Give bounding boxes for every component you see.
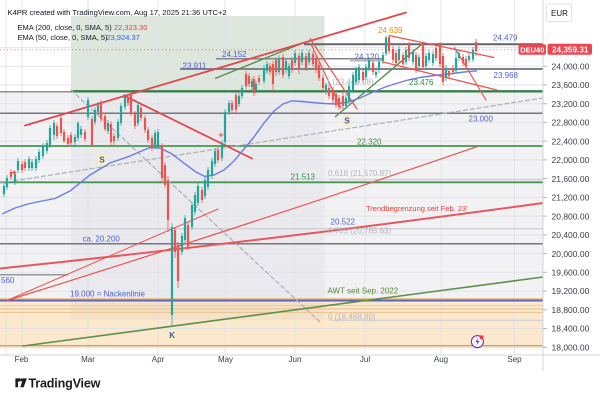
svg-text:24.152: 24.152 bbox=[222, 50, 247, 59]
svg-text:18,400.00: 18,400.00 bbox=[552, 324, 590, 334]
svg-text:23.000: 23.000 bbox=[469, 115, 494, 124]
svg-text:0 (18,488.80): 0 (18,488.80) bbox=[328, 313, 376, 322]
svg-text:0.618 (21,570.87): 0.618 (21,570.87) bbox=[328, 169, 391, 178]
svg-text:May: May bbox=[218, 355, 233, 364]
svg-text:18,000.00: 18,000.00 bbox=[552, 342, 590, 352]
svg-text:22,800.00: 22,800.00 bbox=[552, 118, 590, 128]
svg-text:EUR: EUR bbox=[551, 9, 568, 18]
svg-text:21,600.00: 21,600.00 bbox=[552, 174, 590, 184]
svg-text:23.476: 23.476 bbox=[409, 78, 434, 87]
svg-text:Apr: Apr bbox=[152, 355, 165, 364]
svg-text:1 (23,446.08): 1 (23,446.08) bbox=[326, 78, 374, 87]
svg-text:20,800.00: 20,800.00 bbox=[552, 211, 590, 221]
svg-text:23.911: 23.911 bbox=[183, 62, 207, 71]
svg-text:S: S bbox=[99, 156, 105, 165]
svg-text:Trendbegrenzung seit Feb. 23': Trendbegrenzung seit Feb. 23' bbox=[366, 204, 468, 213]
svg-text:19,200.00: 19,200.00 bbox=[552, 286, 590, 296]
svg-text:EMA (50, close, 0, SMA, 5): EMA (50, close, 0, SMA, 5) bbox=[18, 33, 109, 42]
svg-text:21,200.00: 21,200.00 bbox=[552, 193, 590, 203]
svg-text:19.000 = Nackenlinie: 19.000 = Nackenlinie bbox=[70, 290, 145, 299]
svg-text:23.968: 23.968 bbox=[494, 71, 519, 80]
svg-text:23,924.37: 23,924.37 bbox=[107, 33, 140, 42]
svg-text:23,200.00: 23,200.00 bbox=[552, 99, 590, 109]
svg-text:AWT seit Sep. 2022: AWT seit Sep. 2022 bbox=[328, 287, 399, 296]
svg-text:24,000.00: 24,000.00 bbox=[552, 61, 590, 71]
svg-text:Sep: Sep bbox=[507, 355, 522, 364]
svg-text:K: K bbox=[169, 331, 175, 340]
svg-text:20,400.00: 20,400.00 bbox=[552, 230, 590, 240]
svg-text:19,600.00: 19,600.00 bbox=[552, 267, 590, 277]
svg-text:S: S bbox=[344, 117, 350, 126]
svg-text:22,323.30: 22,323.30 bbox=[114, 23, 147, 32]
svg-text:560: 560 bbox=[1, 276, 15, 285]
svg-text:24.639: 24.639 bbox=[378, 26, 403, 35]
svg-text:22,000.00: 22,000.00 bbox=[552, 155, 590, 165]
svg-text:K4PR created with TradingView.: K4PR created with TradingView.com, Aug 1… bbox=[8, 8, 227, 17]
svg-text:Aug: Aug bbox=[434, 355, 448, 364]
svg-text:EMA (200, close, 0, SMA, 5): EMA (200, close, 0, SMA, 5) bbox=[18, 23, 113, 32]
svg-text:21.513: 21.513 bbox=[291, 173, 316, 182]
svg-text:TradingView: TradingView bbox=[29, 377, 101, 391]
svg-text:23,600.00: 23,600.00 bbox=[552, 80, 590, 90]
svg-text:22,400.00: 22,400.00 bbox=[552, 136, 590, 146]
svg-text:20,000.00: 20,000.00 bbox=[552, 249, 590, 259]
svg-text:18,800.00: 18,800.00 bbox=[552, 305, 590, 315]
svg-text:Jun: Jun bbox=[289, 355, 302, 364]
svg-text:ca. 20.200: ca. 20.200 bbox=[83, 235, 121, 244]
svg-text:24.120: 24.120 bbox=[355, 53, 380, 62]
svg-text:Mar: Mar bbox=[81, 355, 95, 364]
svg-text:0.705 (20,765.63): 0.705 (20,765.63) bbox=[328, 227, 391, 236]
svg-text:Jul: Jul bbox=[360, 355, 370, 364]
svg-text:DEU40: DEU40 bbox=[520, 45, 544, 54]
svg-text:20.522: 20.522 bbox=[331, 218, 356, 227]
svg-text:22.320: 22.320 bbox=[357, 138, 382, 147]
svg-text:Feb: Feb bbox=[15, 355, 29, 364]
svg-text:24.479: 24.479 bbox=[493, 34, 518, 43]
svg-text:24,359.31: 24,359.31 bbox=[552, 46, 589, 55]
